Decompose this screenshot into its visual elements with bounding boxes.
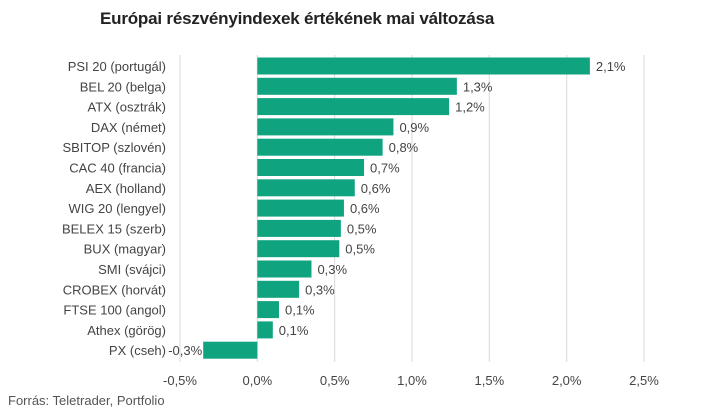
data-label: 2,1% xyxy=(596,59,626,74)
category-label: SMI (svájci) xyxy=(98,262,166,277)
category-label: BELEX 15 (szerb) xyxy=(62,221,166,236)
bar xyxy=(257,179,355,197)
bar xyxy=(257,98,450,116)
data-label: 0,8% xyxy=(389,140,419,155)
data-label: 0,6% xyxy=(350,201,380,216)
bar xyxy=(257,260,312,278)
data-label: 1,2% xyxy=(455,100,485,115)
data-labels: 2,1% 1,3% 1,2% 0,9% 0,8% 0,7% 0,6% 0,6% 0,5% 0,5%… xyxy=(168,59,626,358)
category-label: ATX (osztrák) xyxy=(88,100,167,115)
source-note: Forrás: Teletrader, Portfolio xyxy=(8,393,165,408)
bar xyxy=(257,321,273,339)
category-label: CROBEX (horvát) xyxy=(63,282,166,297)
bar xyxy=(257,199,344,217)
bar xyxy=(257,159,365,176)
x-tick-label: 0,5% xyxy=(320,373,350,388)
x-tick-label: 2,5% xyxy=(629,373,659,388)
data-label: 0,3% xyxy=(305,282,335,297)
x-tick-label: 1,0% xyxy=(397,373,427,388)
x-tick-label: 1,5% xyxy=(475,373,505,388)
data-label: 0,3% xyxy=(317,262,347,277)
bar xyxy=(257,219,341,237)
bar xyxy=(257,57,590,75)
category-labels: PSI 20 (portugál) BEL 20 (belga) ATX (oszt… xyxy=(62,59,166,358)
data-label: 0,5% xyxy=(347,221,377,236)
data-label: 0,9% xyxy=(399,120,429,135)
category-label: BUX (magyar) xyxy=(84,242,166,257)
bar xyxy=(257,280,300,298)
data-label: 1,3% xyxy=(463,79,493,94)
bar xyxy=(257,240,340,258)
category-label: DAX (német) xyxy=(91,120,166,135)
bar xyxy=(257,138,383,156)
chart-title: Európai részvényindexek értékének mai vá… xyxy=(100,9,495,28)
data-label: 0,1% xyxy=(285,303,315,318)
data-label: -0,3% xyxy=(168,343,202,358)
bar xyxy=(203,341,258,359)
category-label: PX (cseh) xyxy=(109,343,166,358)
category-label: PSI 20 (portugál) xyxy=(68,59,166,74)
bar xyxy=(257,77,457,95)
category-label: BEL 20 (belga) xyxy=(80,79,166,94)
category-label: WIG 20 (lengyel) xyxy=(68,201,166,216)
x-tick-label: 0,0% xyxy=(243,373,273,388)
x-tick-labels: -0,5% 0,0% 0,5% 1,0% 1,5% 2,0% 2,5% xyxy=(163,373,659,388)
x-tick-label: -0,5% xyxy=(163,373,197,388)
bars xyxy=(203,57,590,359)
bar xyxy=(257,301,279,319)
data-label: 0,5% xyxy=(345,242,375,257)
data-label: 0,6% xyxy=(361,181,391,196)
category-label: AEX (holland) xyxy=(86,181,166,196)
data-label: 0,7% xyxy=(370,161,400,176)
category-label: Athex (görög) xyxy=(87,323,166,338)
bar xyxy=(257,118,394,136)
x-tick-label: 2,0% xyxy=(552,373,582,388)
category-label: CAC 40 (francia) xyxy=(69,161,166,176)
category-label: FTSE 100 (angol) xyxy=(63,303,166,318)
data-label: 0,1% xyxy=(279,323,309,338)
category-label: SBITOP (szlovén) xyxy=(62,140,166,155)
